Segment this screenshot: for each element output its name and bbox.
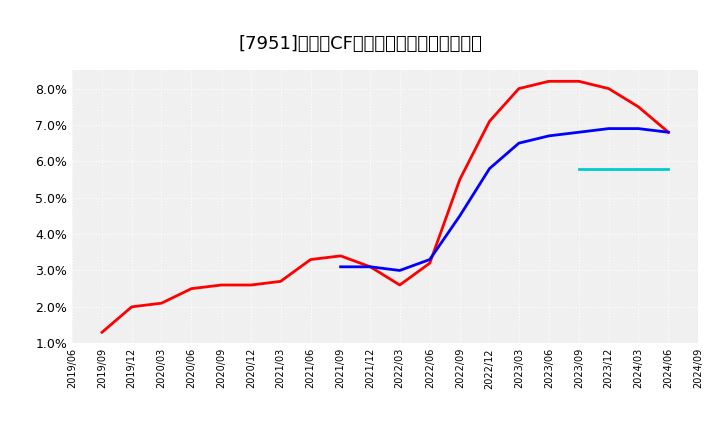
Text: [7951]　営業CFマージンの標準偏差の推移: [7951] 営業CFマージンの標準偏差の推移 <box>238 35 482 53</box>
